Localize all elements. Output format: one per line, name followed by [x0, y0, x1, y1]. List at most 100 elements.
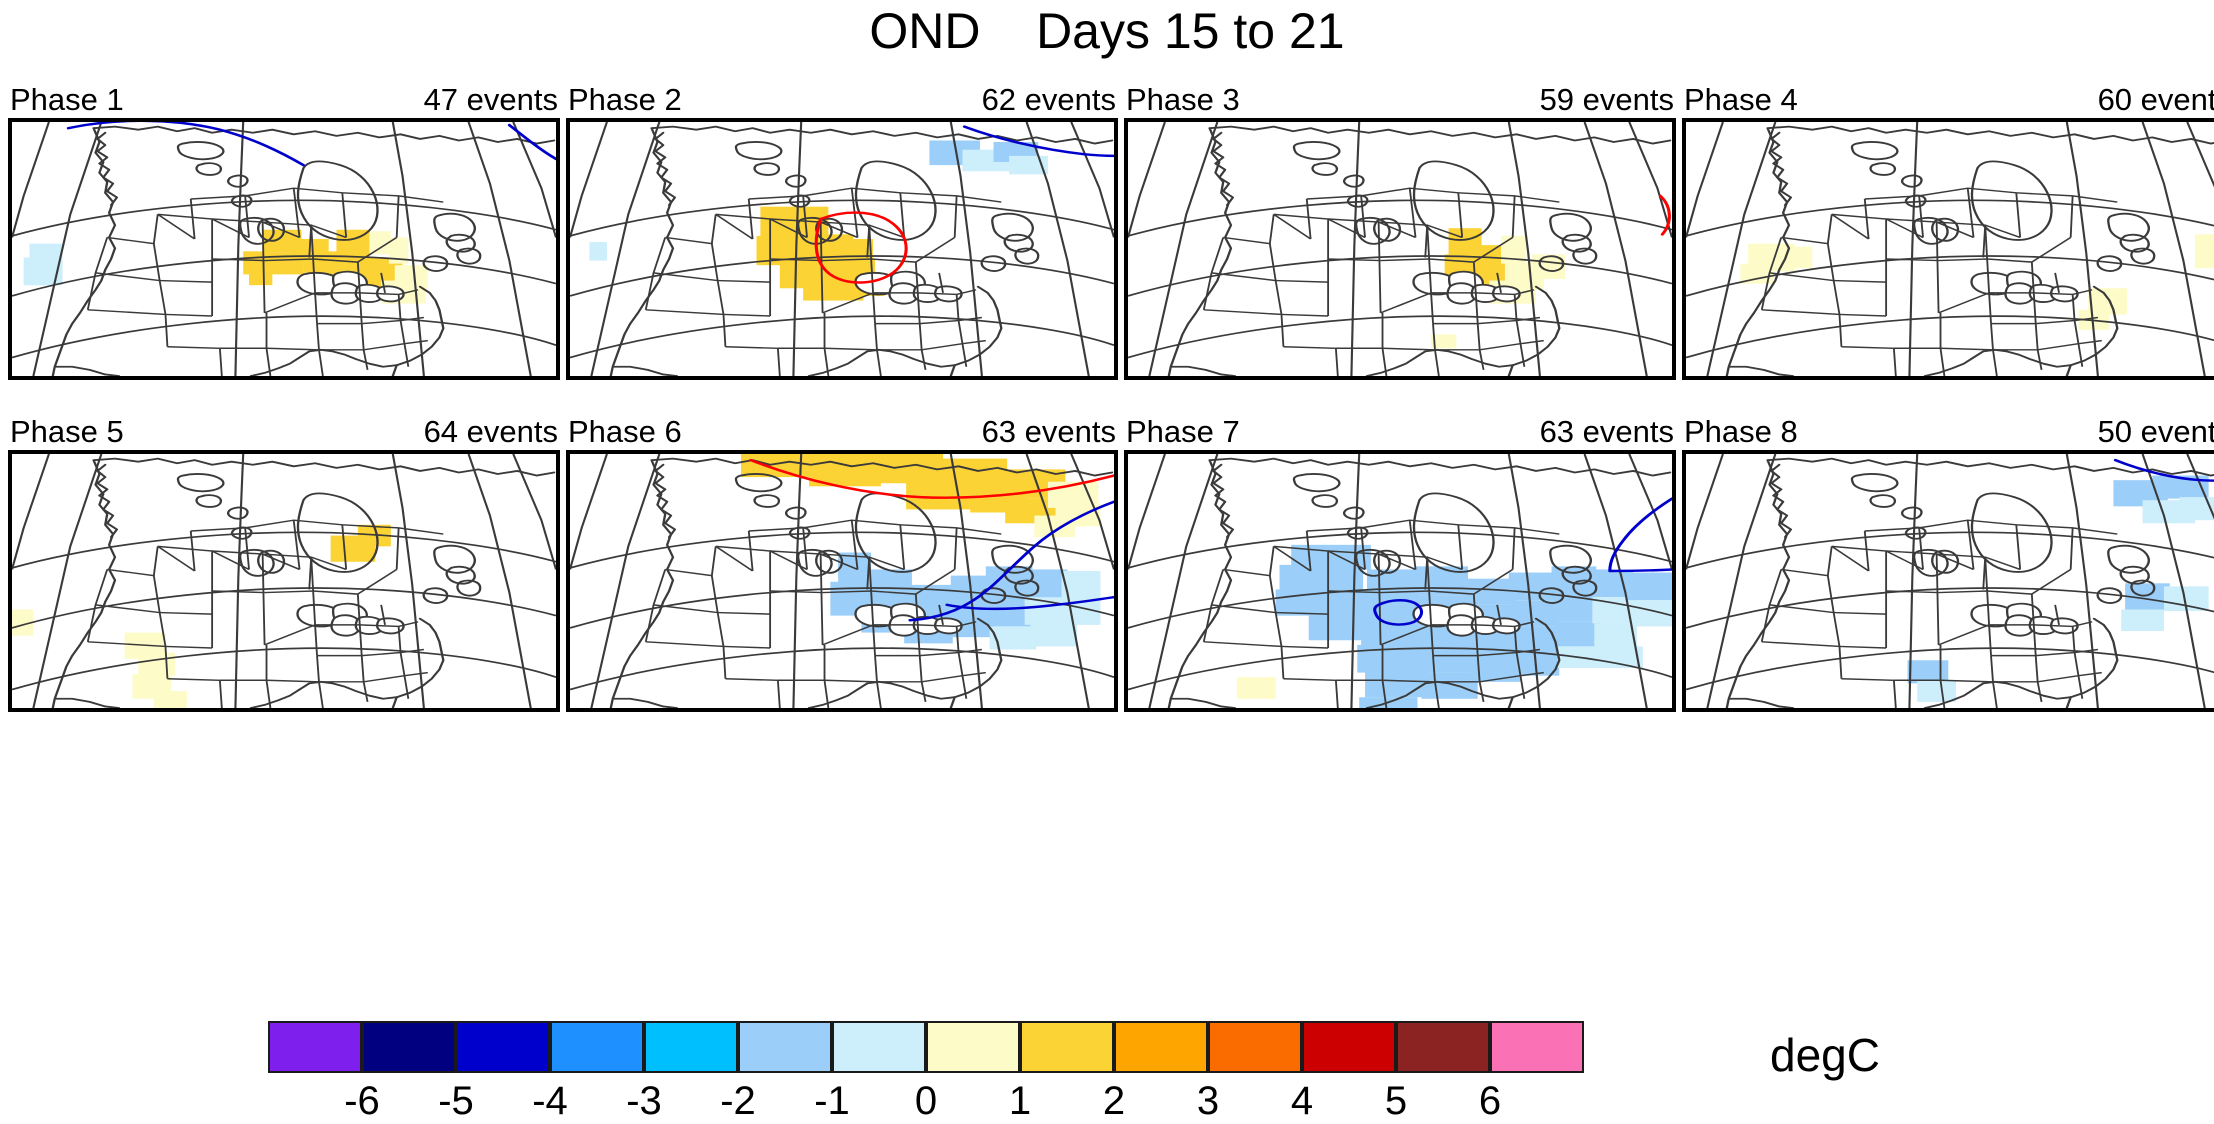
significance-contours [2113, 458, 2214, 482]
colorbar-tick-3: 3 [1196, 1079, 1220, 1123]
province-borders [1273, 519, 1560, 595]
significance-contours [814, 125, 1114, 284]
panel-events-phase3: 59 events [1539, 82, 1674, 117]
coastlines [51, 457, 556, 708]
colorbar-tick--6: -6 [344, 1079, 380, 1123]
significance-contours [66, 122, 556, 167]
anomaly-shading [1907, 475, 2214, 702]
map-canvas [1128, 122, 1672, 376]
significance-contours [1658, 194, 1671, 236]
panel-label-phase2: Phase 2 [568, 82, 682, 117]
colorbar: -6 -5 -4 -3 -2 -1 0 1 2 3 4 5 6 [268, 1021, 1584, 1123]
panel-frame-phase8 [1682, 450, 2214, 712]
colorbar-cell-12 [1396, 1021, 1490, 1073]
colorbar-tick--2: -2 [720, 1079, 756, 1123]
province-borders [1831, 187, 2118, 263]
colorbar-tick--1: -1 [814, 1079, 850, 1123]
panel-label-phase6: Phase 6 [568, 414, 682, 449]
province-borders [157, 187, 444, 263]
panel-label-phase1: Phase 1 [10, 82, 124, 117]
colorbar-cell-6 [832, 1021, 926, 1073]
coastlines [1725, 125, 2214, 376]
significance-contours [1373, 497, 1672, 626]
colorbar-units-label: degC [1770, 1029, 1880, 1081]
province-borders [1831, 519, 2118, 595]
colorbar-tick-4: 4 [1290, 1079, 1314, 1123]
colorbar-cell-8 [1020, 1021, 1114, 1073]
province-borders [1273, 187, 1560, 263]
colorbar-cell-7 [926, 1021, 1020, 1073]
panel-events-phase2: 62 events [981, 82, 1116, 117]
colorbar-tick--5: -5 [438, 1079, 474, 1123]
coastlines [1167, 125, 1672, 376]
colorbar-tick-0: 0 [914, 1079, 938, 1123]
colorbar-cell-4 [644, 1021, 738, 1073]
panel-frame-phase1 [8, 118, 560, 380]
anomaly-shading [12, 524, 391, 708]
colorbar-cell-1 [362, 1021, 456, 1073]
anomaly-shading [1740, 234, 2214, 330]
state-borders [86, 213, 428, 376]
panel-label-phase4: Phase 4 [1684, 82, 1798, 117]
panel-frame-phase2 [566, 118, 1118, 380]
colorbar-cell-5 [738, 1021, 832, 1073]
colorbar-cell-11 [1302, 1021, 1396, 1073]
colorbar-tick-2: 2 [1102, 1079, 1126, 1123]
colorbar-cell-13 [1490, 1021, 1584, 1073]
map-canvas [1686, 454, 2214, 708]
coastlines [1167, 457, 1672, 708]
panel-frame-phase4 [1682, 118, 2214, 380]
panel-frame-phase7 [1124, 450, 1676, 712]
map-panel-phase5: Phase 5 64 events [8, 414, 560, 712]
colorbar-tick--3: -3 [626, 1079, 662, 1123]
colorbar-tick-5: 5 [1384, 1079, 1408, 1123]
coastlines [51, 125, 556, 376]
map-canvas [570, 454, 1114, 708]
colorbar-cell-9 [1114, 1021, 1208, 1073]
panel-frame-phase3 [1124, 118, 1676, 380]
colorbar-cell-3 [550, 1021, 644, 1073]
colorbar-tick-1: 1 [1008, 1079, 1032, 1123]
panel-events-phase5: 64 events [423, 414, 558, 449]
map-panel-phase4: Phase 4 60 events [1682, 82, 2214, 380]
panel-label-phase7: Phase 7 [1126, 414, 1240, 449]
panel-events-phase7: 63 events [1539, 414, 1674, 449]
state-borders [644, 545, 986, 708]
map-canvas [12, 122, 556, 376]
province-borders [715, 187, 1002, 263]
panel-events-phase8: 50 events [2097, 414, 2214, 449]
map-canvas [12, 454, 556, 708]
panel-frame-phase6 [566, 450, 1118, 712]
province-borders [157, 519, 444, 595]
significance-contours [749, 458, 1114, 622]
state-borders [1760, 213, 2102, 376]
panel-label-phase3: Phase 3 [1126, 82, 1240, 117]
colorbar-tick-6: 6 [1478, 1079, 1502, 1123]
colorbar-cell-10 [1208, 1021, 1302, 1073]
province-borders [715, 519, 1002, 595]
map-panel-phase3: Phase 3 59 events [1124, 82, 1676, 380]
state-borders [644, 213, 986, 376]
panel-events-phase4: 60 events [2097, 82, 2214, 117]
colorbar-cell-2 [456, 1021, 550, 1073]
figure-title: OND Days 15 to 21 [869, 3, 1345, 59]
colorbar-tick--4: -4 [532, 1079, 568, 1123]
map-panel-phase8: Phase 8 50 events [1682, 414, 2214, 712]
coastlines [609, 457, 1114, 708]
map-canvas [1686, 122, 2214, 376]
panel-events-phase6: 63 events [981, 414, 1116, 449]
panel-events-phase1: 47 events [423, 82, 558, 117]
panel-label-phase8: Phase 8 [1684, 414, 1798, 449]
map-canvas [1128, 454, 1672, 708]
state-borders [1760, 545, 2102, 708]
colorbar-cell-0 [268, 1021, 362, 1073]
panel-frame-phase5 [8, 450, 560, 712]
map-panel-phase7: Phase 7 63 events [1124, 414, 1676, 712]
graticule [1128, 122, 1672, 376]
map-panel-phase2: Phase 2 62 events [566, 82, 1118, 380]
map-canvas [570, 122, 1114, 376]
map-panel-phase1: Phase 1 47 events [8, 82, 560, 380]
great-lakes [1412, 270, 1521, 305]
coastlines [1725, 457, 2214, 708]
